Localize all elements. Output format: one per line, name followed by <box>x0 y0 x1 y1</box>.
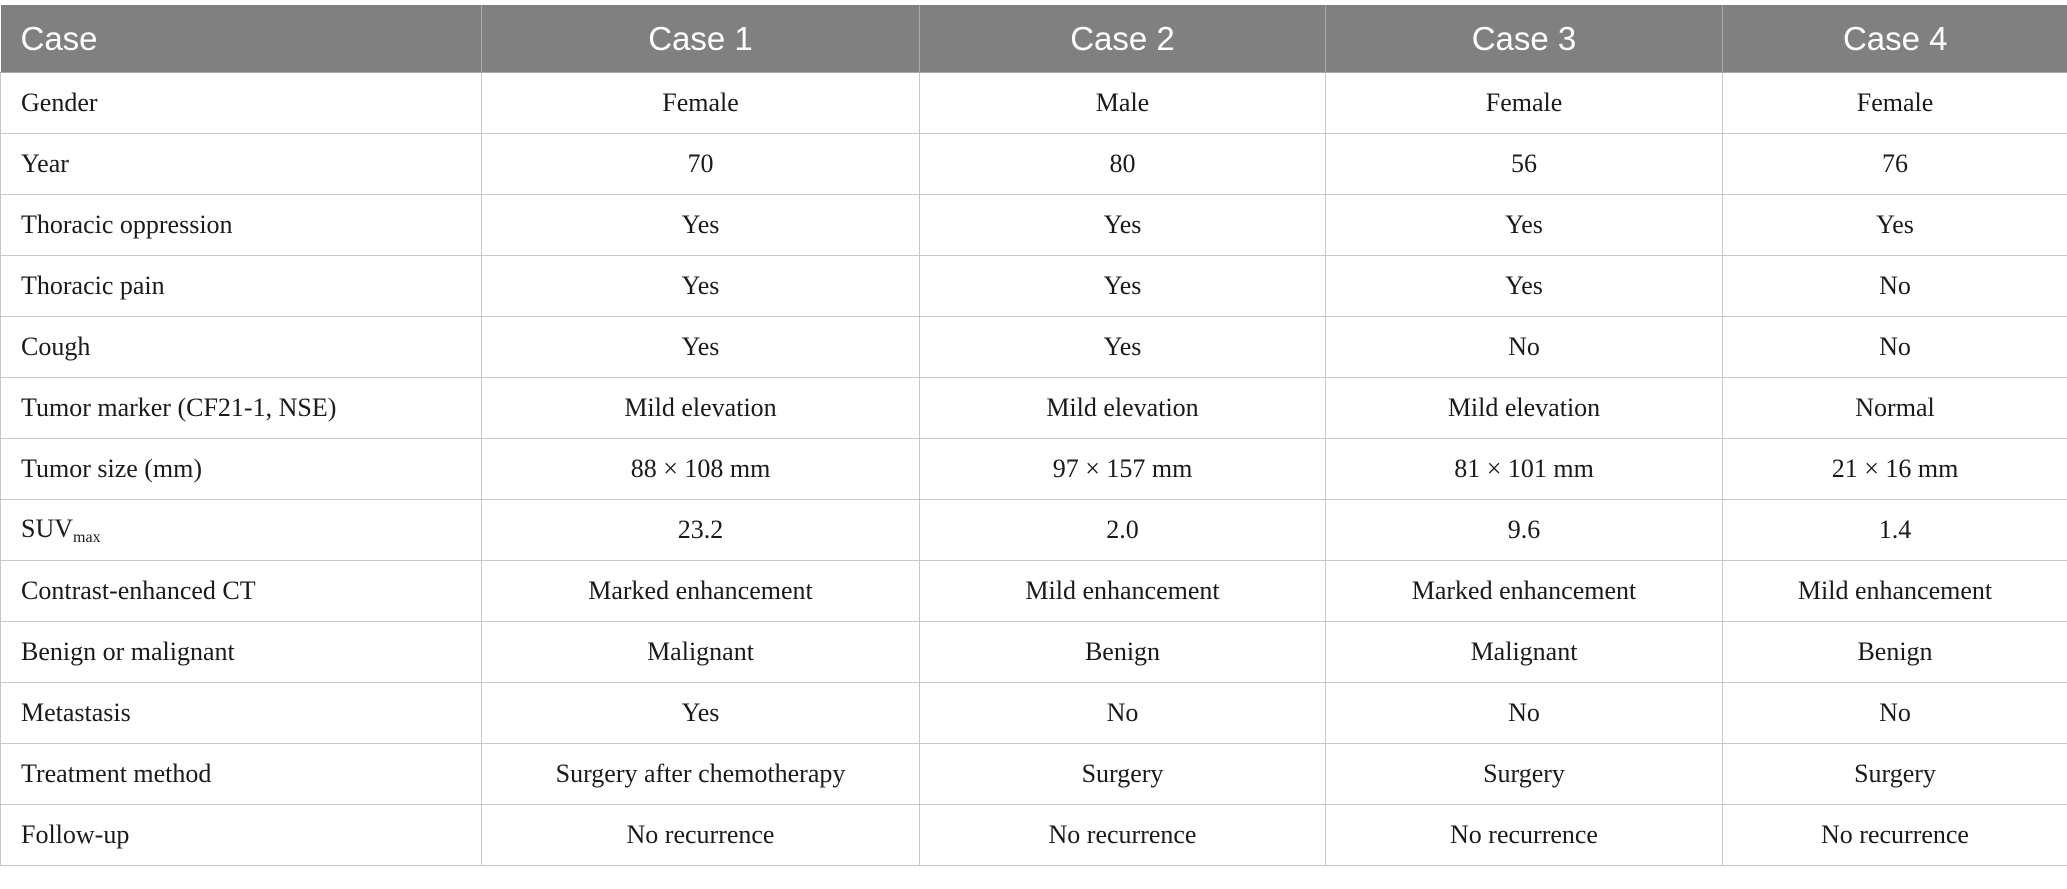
table-cell: Yes <box>1722 194 2067 256</box>
table-cell: Yes <box>481 316 920 378</box>
table-row-year: Year 70 80 56 76 <box>0 133 2067 195</box>
table-cell: No <box>1722 682 2067 744</box>
row-label-text: SUV <box>21 513 74 543</box>
table-cell: Malignant <box>1325 621 1723 683</box>
header-row: Case Case 1 Case 2 Case 3 Case 4 <box>0 5 2067 73</box>
table-cell: Surgery after chemotherapy <box>481 743 920 805</box>
table-cell: Yes <box>481 682 920 744</box>
table-cell: Mild enhancement <box>919 560 1326 622</box>
table-cell: Female <box>1722 72 2067 134</box>
row-label: Contrast-enhanced CT <box>0 560 482 622</box>
table-cell: Surgery <box>1325 743 1723 805</box>
table-cell: Marked enhancement <box>1325 560 1723 622</box>
table-cell: No <box>1722 316 2067 378</box>
table-cell: Mild elevation <box>919 377 1326 439</box>
table-row-tumor-size: Tumor size (mm) 88 × 108 mm 97 × 157 mm … <box>0 438 2067 500</box>
row-label: Gender <box>0 72 482 134</box>
case-comparison-table: Case Case 1 Case 2 Case 3 Case 4 Gender … <box>0 5 2067 866</box>
table-cell: Yes <box>919 316 1326 378</box>
row-label: Follow-up <box>0 804 482 866</box>
table-row-cough: Cough Yes Yes No No <box>0 316 2067 378</box>
table-row-gender: Gender Female Male Female Female <box>0 72 2067 134</box>
table-cell: Benign <box>1722 621 2067 683</box>
table-cell: 56 <box>1325 133 1723 195</box>
table-cell: Yes <box>481 194 920 256</box>
table-cell: Surgery <box>1722 743 2067 805</box>
header-cell-case: Case <box>0 5 482 73</box>
row-label: Thoracic pain <box>0 255 482 317</box>
table-cell: Female <box>1325 72 1723 134</box>
table-cell: Normal <box>1722 377 2067 439</box>
row-label-subscript: max <box>73 528 101 546</box>
table-cell: Malignant <box>481 621 920 683</box>
table-row-metastasis: Metastasis Yes No No No <box>0 682 2067 744</box>
table-row-benign-malignant: Benign or malignant Malignant Benign Mal… <box>0 621 2067 683</box>
table-cell: Surgery <box>919 743 1326 805</box>
table-header: Case Case 1 Case 2 Case 3 Case 4 <box>0 5 2067 73</box>
row-label: Cough <box>0 316 482 378</box>
row-label: Metastasis <box>0 682 482 744</box>
table-cell: Mild elevation <box>481 377 920 439</box>
table-cell: No <box>1325 316 1723 378</box>
table-cell: Yes <box>481 255 920 317</box>
table-cell: Male <box>919 72 1326 134</box>
table-cell: 70 <box>481 133 920 195</box>
table-cell: No recurrence <box>1722 804 2067 866</box>
table-row-suv-max: SUVmax 23.2 2.0 9.6 1.4 <box>0 499 2067 561</box>
table-cell: Marked enhancement <box>481 560 920 622</box>
table-cell: No recurrence <box>481 804 920 866</box>
table-row-thoracic-pain: Thoracic pain Yes Yes Yes No <box>0 255 2067 317</box>
row-label: SUVmax <box>0 499 482 561</box>
table-row-contrast-ct: Contrast-enhanced CT Marked enhancement … <box>0 560 2067 622</box>
table-cell: 97 × 157 mm <box>919 438 1326 500</box>
table-cell: Mild elevation <box>1325 377 1723 439</box>
table-cell: Yes <box>919 194 1326 256</box>
table-cell: Yes <box>919 255 1326 317</box>
header-cell-case-4: Case 4 <box>1722 5 2067 73</box>
table-cell: 2.0 <box>919 499 1326 561</box>
row-label: Tumor marker (CF21-1, NSE) <box>0 377 482 439</box>
table-cell: No recurrence <box>1325 804 1723 866</box>
table-body: Gender Female Male Female Female Year 70… <box>0 72 2067 866</box>
table-cell: Benign <box>919 621 1326 683</box>
table-row-thoracic-oppression: Thoracic oppression Yes Yes Yes Yes <box>0 194 2067 256</box>
row-label: Tumor size (mm) <box>0 438 482 500</box>
table-cell: 1.4 <box>1722 499 2067 561</box>
row-label: Thoracic oppression <box>0 194 482 256</box>
table-cell: Yes <box>1325 255 1723 317</box>
table-cell: 81 × 101 mm <box>1325 438 1723 500</box>
table-cell: No <box>1325 682 1723 744</box>
table-cell: Mild enhancement <box>1722 560 2067 622</box>
table-cell: 9.6 <box>1325 499 1723 561</box>
header-cell-case-2: Case 2 <box>919 5 1326 73</box>
table-row-tumor-marker: Tumor marker (CF21-1, NSE) Mild elevatio… <box>0 377 2067 439</box>
table-cell: 88 × 108 mm <box>481 438 920 500</box>
table-cell: 21 × 16 mm <box>1722 438 2067 500</box>
table-row-follow-up: Follow-up No recurrence No recurrence No… <box>0 804 2067 866</box>
header-cell-case-3: Case 3 <box>1325 5 1723 73</box>
table-cell: Yes <box>1325 194 1723 256</box>
table-cell: 23.2 <box>481 499 920 561</box>
table-row-treatment-method: Treatment method Surgery after chemother… <box>0 743 2067 805</box>
table-cell: No <box>919 682 1326 744</box>
table-cell: No recurrence <box>919 804 1326 866</box>
row-label: Treatment method <box>0 743 482 805</box>
row-label: Year <box>0 133 482 195</box>
case-comparison-table-container: Case Case 1 Case 2 Case 3 Case 4 Gender … <box>0 5 2067 866</box>
header-cell-case-1: Case 1 <box>481 5 920 73</box>
table-cell: Female <box>481 72 920 134</box>
table-cell: 76 <box>1722 133 2067 195</box>
table-cell: 80 <box>919 133 1326 195</box>
table-cell: No <box>1722 255 2067 317</box>
row-label: Benign or malignant <box>0 621 482 683</box>
